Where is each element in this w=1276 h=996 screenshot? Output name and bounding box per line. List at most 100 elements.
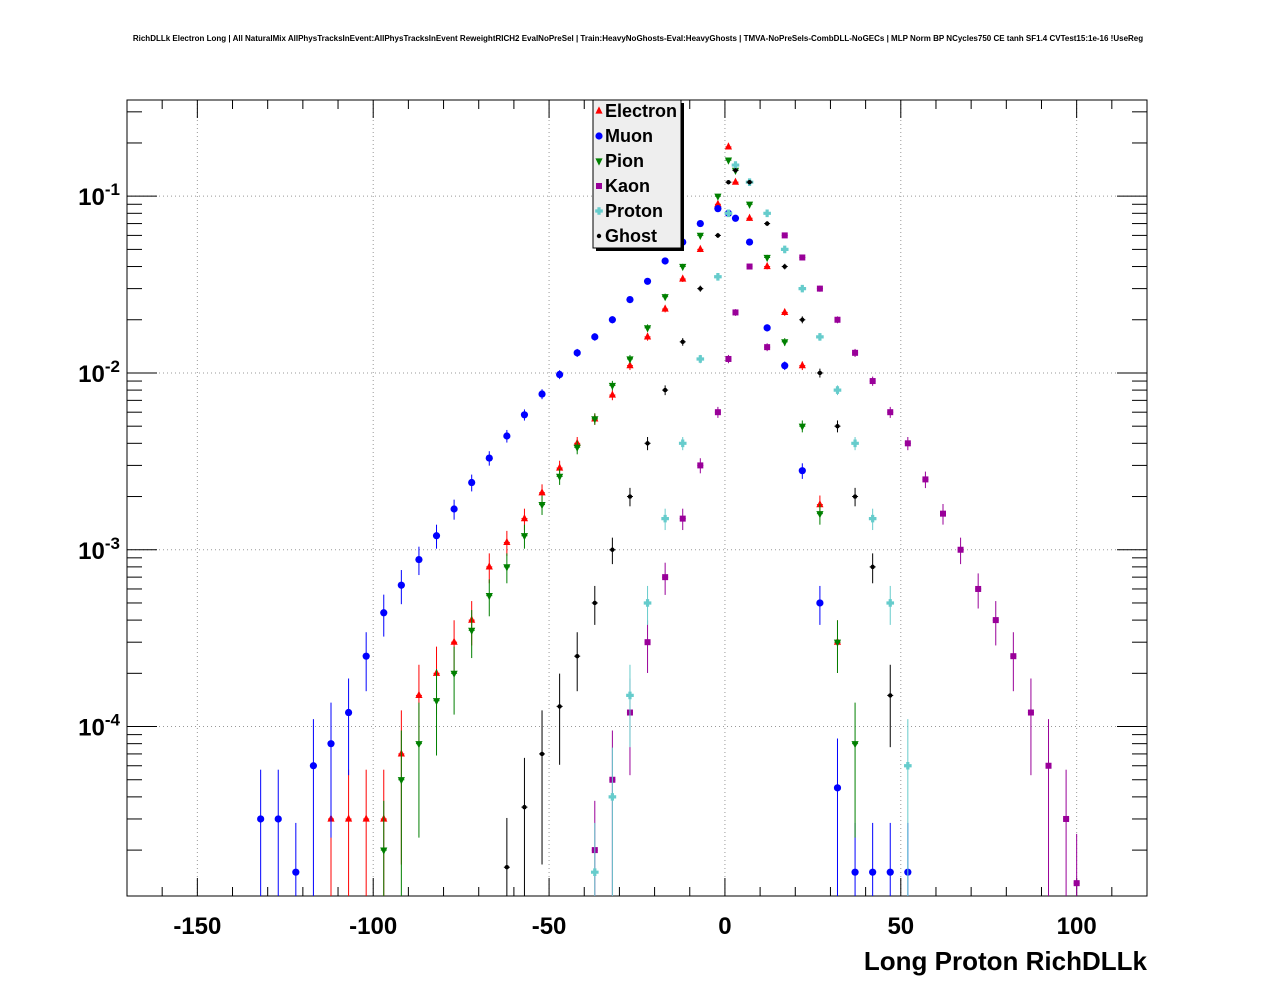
data-point: [450, 670, 458, 678]
data-point: [626, 356, 634, 364]
data-point: [591, 333, 599, 341]
data-point: [714, 409, 721, 416]
data-point: [557, 704, 562, 709]
data-point: [661, 304, 669, 312]
data-point: [575, 653, 580, 659]
data-point: [745, 213, 754, 221]
data-point: [697, 462, 704, 469]
data-point: [522, 804, 527, 810]
series-proton: [590, 161, 912, 896]
data-point: [415, 690, 423, 699]
data-point: [833, 784, 842, 792]
series-pion: [380, 157, 859, 896]
data-point: [1010, 653, 1017, 660]
data-point: [817, 370, 823, 376]
data-point: [538, 488, 546, 496]
data-point: [731, 214, 740, 222]
data-point: [732, 309, 739, 316]
data-point: [781, 339, 789, 347]
data-point: [798, 284, 807, 293]
data-point: [608, 390, 616, 398]
data-point: [661, 514, 669, 523]
legend: Electron Muon Pion Kaon Proton Ghost: [592, 99, 684, 251]
data-point: [380, 847, 388, 855]
data-point: [835, 423, 840, 429]
data-point: [662, 574, 669, 581]
data-point: [556, 370, 564, 379]
x-tick-label: -150: [173, 913, 221, 940]
data-point: [731, 177, 740, 185]
x-tick-label: -50: [532, 913, 567, 940]
data-point: [608, 793, 617, 801]
data-point: [975, 585, 982, 592]
data-point: [798, 423, 806, 431]
data-point: [644, 639, 651, 646]
series-ghost: [503, 168, 894, 896]
data-point: [816, 333, 824, 341]
data-point: [643, 325, 652, 333]
data-point: [626, 296, 634, 304]
data-point: [539, 751, 545, 757]
data-point: [678, 439, 687, 448]
y-tick-label: 10-1: [78, 180, 120, 211]
data-series: [257, 142, 1080, 896]
data-point: [714, 193, 722, 201]
data-point: [397, 581, 405, 589]
data-point: [520, 514, 529, 522]
data-point: [816, 285, 823, 292]
y-tick-label: 10-2: [78, 357, 120, 388]
data-point: [1073, 880, 1080, 887]
data-point: [851, 868, 859, 876]
data-point: [696, 355, 705, 363]
legend-marker-pion: [595, 158, 603, 166]
data-point: [450, 637, 458, 645]
data-point: [696, 244, 704, 252]
data-point: [503, 432, 511, 440]
data-point: [745, 201, 754, 209]
data-point: [833, 639, 842, 647]
data-point: [764, 344, 771, 351]
data-point: [724, 157, 733, 165]
data-point: [904, 761, 912, 770]
data-point: [798, 361, 806, 369]
data-point: [869, 868, 877, 876]
data-point: [747, 179, 752, 185]
data-point: [696, 219, 704, 228]
data-point: [1045, 762, 1052, 769]
data-point: [362, 652, 370, 660]
data-point: [556, 473, 564, 481]
data-point: [833, 386, 842, 394]
data-point: [415, 555, 423, 564]
data-point: [432, 698, 441, 706]
y-tick-label: 10-4: [78, 711, 120, 742]
legend-box: [592, 99, 682, 249]
data-point: [800, 317, 805, 322]
data-point: [816, 500, 824, 508]
data-point: [468, 627, 476, 635]
data-point: [661, 294, 669, 302]
data-point: [591, 416, 599, 424]
data-point: [679, 515, 686, 522]
legend-label-ghost: Ghost: [605, 226, 657, 246]
data-point: [309, 762, 318, 770]
data-point: [450, 505, 458, 513]
chart-title: RichDLLk Electron Long | All NaturalMix …: [132, 34, 1144, 43]
data-point: [573, 349, 581, 357]
data-point: [851, 741, 859, 749]
data-point: [763, 261, 771, 270]
data-point: [610, 547, 615, 552]
legend-marker-kaon: [596, 183, 602, 189]
data-point: [851, 439, 859, 448]
data-point: [645, 441, 650, 446]
data-point: [726, 179, 731, 185]
data-point: [781, 232, 788, 239]
data-point: [782, 264, 787, 269]
data-point: [468, 478, 476, 487]
legend-marker-proton: [595, 207, 603, 215]
data-point: [888, 693, 893, 698]
data-point: [592, 600, 597, 606]
data-point: [731, 161, 740, 169]
data-point: [745, 238, 754, 246]
data-point: [714, 199, 722, 207]
